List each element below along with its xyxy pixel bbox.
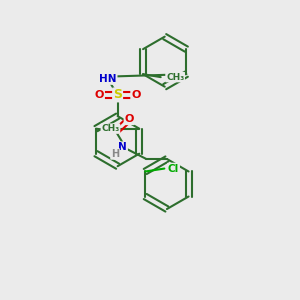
Text: N: N	[118, 142, 127, 152]
Text: HN: HN	[99, 74, 117, 84]
Text: O: O	[131, 90, 141, 100]
Text: O: O	[95, 90, 104, 100]
Text: CH₃: CH₃	[101, 124, 120, 133]
Text: H: H	[111, 149, 119, 159]
Text: CH₃: CH₃	[166, 73, 184, 82]
Text: S: S	[113, 88, 122, 101]
Text: Cl: Cl	[168, 164, 179, 173]
Text: O: O	[124, 114, 134, 124]
